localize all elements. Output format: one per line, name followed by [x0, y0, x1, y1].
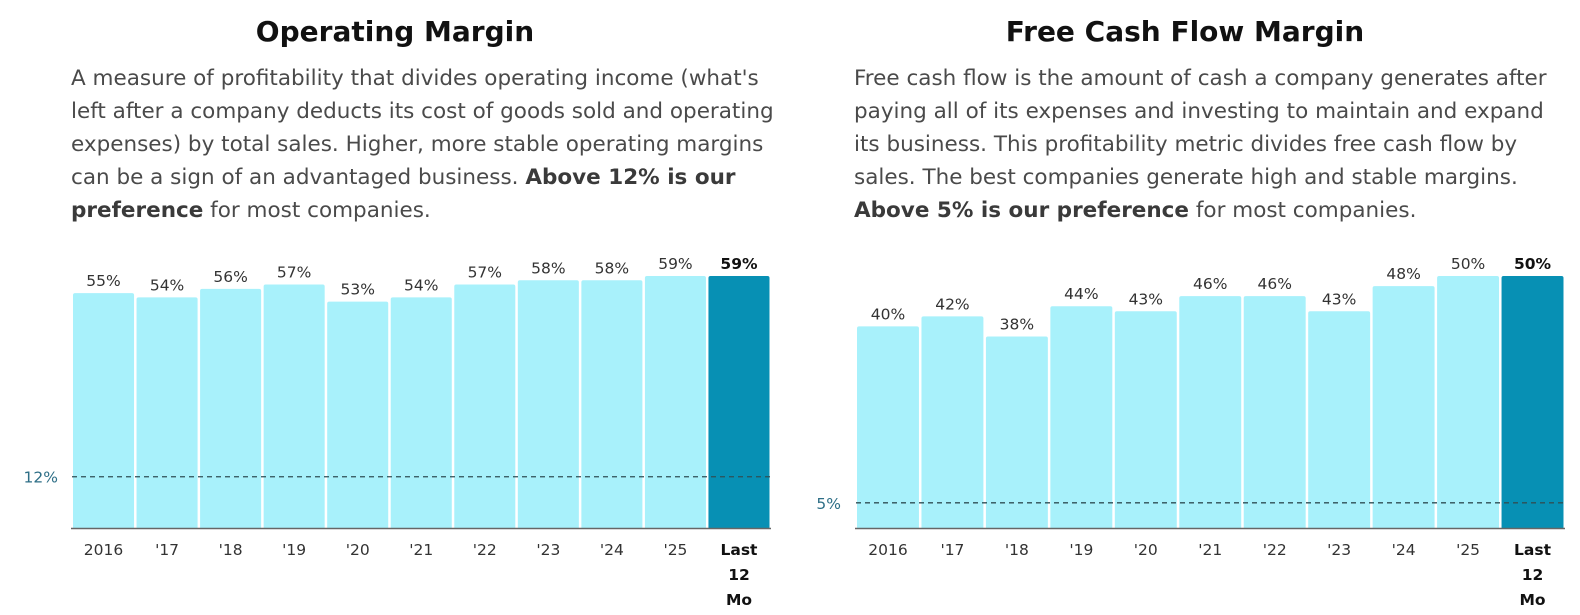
bar: [921, 316, 984, 528]
bar-value-label: 42%: [935, 295, 969, 313]
free-cash-flow-margin-panel: Free Cash Flow Margin Free cash flow is …: [790, 0, 1580, 615]
bar: [454, 284, 516, 528]
bar: [263, 284, 325, 528]
x-tick-label: '25: [1456, 541, 1480, 559]
bar-value-label: 56%: [213, 268, 247, 286]
chart-description: Free cash flow is the amount of cash a c…: [854, 62, 1570, 227]
bar-value-label: 55%: [86, 272, 120, 290]
bar-value-label: 44%: [1064, 285, 1098, 303]
x-tick-label: '18: [1005, 541, 1029, 559]
bar-value-label: 57%: [468, 264, 502, 282]
bar-value-label: 59%: [658, 255, 692, 273]
bar: [581, 280, 643, 528]
bar: [327, 301, 389, 528]
bar: [1437, 276, 1500, 528]
bar: [73, 293, 135, 528]
bar-value-label: 46%: [1193, 275, 1227, 293]
bar: [390, 297, 452, 528]
bar-value-label: 40%: [871, 305, 905, 323]
chart-description: A measure of profitability that divides …: [71, 62, 783, 227]
x-tick-label: '22: [1263, 541, 1287, 559]
x-tick-label: '24: [600, 541, 624, 559]
bar-value-label: 57%: [277, 264, 311, 282]
x-tick-label: Last 12 Mo: [1514, 541, 1552, 609]
x-tick-label: '23: [1327, 541, 1351, 559]
bar-value-label: 54%: [404, 276, 438, 294]
chart-title: Free Cash Flow Margin: [1005, 15, 1365, 48]
bar: [517, 280, 579, 528]
bar-value-label: 50%: [1451, 255, 1485, 273]
description-emphasis: Above 12% is our preference: [71, 165, 736, 223]
bar: [857, 326, 919, 528]
reference-line-label: 5%: [816, 495, 841, 513]
bar: [1050, 306, 1113, 528]
bar-value-label: 43%: [1322, 290, 1356, 308]
description-text: Free cash flow is the amount of cash a c…: [854, 66, 1547, 190]
bar: [1179, 296, 1242, 528]
x-tick-label: 2016: [868, 541, 907, 559]
operating-margin-chart: 55% 2016 54% '17 56% '18 57% '19 53% '20 54% '21 57%…: [24, 255, 771, 609]
description-text: A measure of profitability that divides …: [71, 66, 774, 190]
bar-value-label: 54%: [150, 276, 184, 294]
bar: [1243, 296, 1306, 528]
free-cash-flow-margin-chart: 40% 2016 42% '17 38% '18 44% '19 43% '20 46% '21 46%…: [816, 255, 1565, 609]
description-emphasis: Above 5% is our preference: [854, 198, 1190, 223]
x-tick-label: '20: [346, 541, 370, 559]
bar: [1308, 311, 1371, 528]
x-tick-label: '24: [1392, 541, 1416, 559]
bar-value-label: 46%: [1257, 275, 1291, 293]
x-tick-label: '21: [409, 541, 433, 559]
chart-title: Operating Margin: [255, 15, 535, 48]
x-tick-label: '19: [282, 541, 306, 559]
x-tick-label: '23: [536, 541, 560, 559]
bar-highlight: [708, 276, 770, 528]
x-tick-label: '21: [1198, 541, 1222, 559]
x-tick-label: '17: [155, 541, 179, 559]
bar-value-label: 59%: [720, 255, 758, 273]
bar: [200, 288, 262, 528]
description-tail: for most companies.: [203, 198, 431, 223]
bar-value-label: 48%: [1386, 265, 1420, 283]
x-tick-label: '17: [940, 541, 964, 559]
x-tick-label: '22: [473, 541, 497, 559]
x-tick-label: Last 12 Mo: [720, 541, 758, 609]
bar-value-label: 53%: [340, 281, 374, 299]
bar: [985, 336, 1048, 528]
bar-value-label: 43%: [1129, 290, 1163, 308]
x-tick-label: '25: [663, 541, 687, 559]
bar: [136, 297, 198, 528]
bar-value-label: 58%: [595, 259, 629, 277]
operating-margin-panel: Operating Margin A measure of profitabil…: [24, 15, 783, 609]
bar-value-label: 50%: [1514, 255, 1552, 273]
bar-value-label: 58%: [531, 259, 565, 277]
bar: [644, 276, 706, 528]
x-tick-label: '18: [219, 541, 243, 559]
bar-highlight: [1501, 276, 1564, 528]
x-tick-label: '20: [1134, 541, 1158, 559]
bar: [1114, 311, 1177, 528]
bar-value-label: 38%: [1000, 315, 1034, 333]
x-tick-label: 2016: [84, 541, 123, 559]
x-tick-label: '19: [1069, 541, 1093, 559]
reference-line-label: 12%: [24, 469, 58, 487]
bar: [1372, 286, 1435, 528]
description-tail: for most companies.: [1189, 198, 1417, 223]
